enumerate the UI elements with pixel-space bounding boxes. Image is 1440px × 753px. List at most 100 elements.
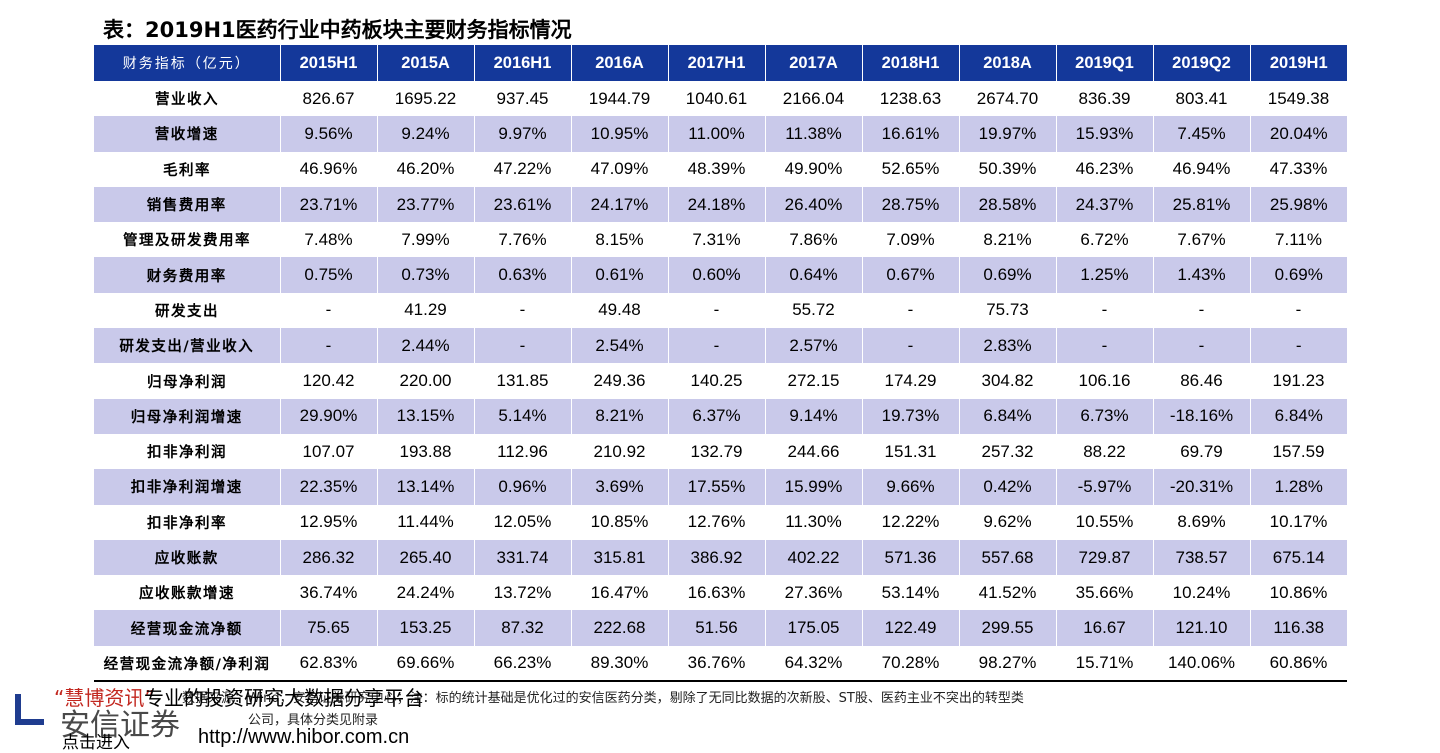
header-period: 2017A xyxy=(765,45,863,81)
table-cell: 13.72% xyxy=(493,582,552,602)
table-cell: 10.86% xyxy=(1269,582,1328,602)
table-row: 研发支出/营业收入 -2.44% -2.54% -2.57% -2.83% - - - xyxy=(94,328,1347,364)
row-label: 扣非净利润增速 xyxy=(94,469,280,505)
header-period: 2019Q2 xyxy=(1153,45,1251,81)
table-cell: 7.09% xyxy=(886,229,935,249)
table-cell: 157.59 xyxy=(1272,441,1325,461)
table-cell: 46.23% xyxy=(1075,159,1134,179)
table-cell: 16.47% xyxy=(590,582,649,602)
table-cell: 191.23 xyxy=(1272,371,1325,391)
watermark-url-link[interactable]: http://www.hibor.com.cn xyxy=(198,726,410,748)
table-cell: 210.92 xyxy=(593,441,646,461)
table-cell: 2.57% xyxy=(764,328,862,364)
table-cell: 6.84% xyxy=(1249,398,1347,434)
table-cell: 22.35% xyxy=(279,469,377,505)
table-cell: - xyxy=(279,328,377,364)
row-label: 应收账款 xyxy=(94,539,280,576)
table-cell: 6.73% xyxy=(1055,398,1153,434)
table-cell: 9.97% xyxy=(473,116,571,152)
table-cell: 46.94% xyxy=(1172,159,1231,179)
table-cell: 7.76% xyxy=(498,229,547,249)
table-cell: 1549.38 xyxy=(1267,88,1330,108)
table-cell: 2.54% xyxy=(570,328,668,364)
table-cell: 304.82 xyxy=(981,371,1034,391)
table-cell: -5.97% xyxy=(1055,469,1153,505)
table-cell: 47.09% xyxy=(590,159,649,179)
table-cell: - xyxy=(325,300,332,320)
table-cell: 12.95% xyxy=(299,512,358,532)
table-cell: - xyxy=(1055,328,1153,364)
source-note-line2: 公司，具体分类见附录 xyxy=(248,713,379,728)
table-cell: 1238.63 xyxy=(879,88,942,108)
table-cell: 140.06% xyxy=(1167,653,1236,673)
table-cell: 257.32 xyxy=(981,441,1034,461)
source-note: 数据来源：Wind，安信证券研究中心；注：标的统计基础是优化过的安信医药分类，剔… xyxy=(182,688,1382,732)
header-period: 2017H1 xyxy=(668,45,766,81)
table-cell: 265.40 xyxy=(376,539,474,576)
table-cell: 121.10 xyxy=(1152,610,1250,646)
table-cell: 6.72% xyxy=(1080,229,1129,249)
table-cell: 23.61% xyxy=(473,186,571,223)
watermark-click-link[interactable]: 点击进入 xyxy=(62,733,130,753)
table-row: 财务费用率 0.75% 0.73% 0.63% 0.61% 0.60% 0.64% 0.67%… xyxy=(94,257,1347,293)
table-cell: 13.15% xyxy=(376,398,474,434)
table-cell: 25.81% xyxy=(1152,186,1250,223)
table-row: 经营现金流净额 75.65 153.25 87.32 222.68 51.56 175.05… xyxy=(94,610,1347,646)
table-cell: 0.69% xyxy=(958,257,1056,293)
row-label: 扣非净利率 xyxy=(147,515,227,532)
table-cell: 11.00% xyxy=(667,116,765,152)
table-cell: 10.24% xyxy=(1172,582,1231,602)
table-cell: 7.31% xyxy=(692,229,741,249)
table-cell: 24.37% xyxy=(1055,186,1153,223)
table-cell: 175.05 xyxy=(764,610,862,646)
table-cell: 299.55 xyxy=(958,610,1056,646)
header-period: 2016A xyxy=(571,45,669,81)
table-cell: - xyxy=(1249,328,1347,364)
table-cell: 571.36 xyxy=(861,539,959,576)
row-label: 毛利率 xyxy=(163,162,211,179)
table-cell: 87.32 xyxy=(473,610,571,646)
row-label: 研发支出/营业收入 xyxy=(94,328,280,364)
header-period: 2018H1 xyxy=(862,45,960,81)
hibor-logo-icon xyxy=(15,694,44,725)
table-cell: 64.32% xyxy=(784,653,843,673)
table-cell: 0.63% xyxy=(473,257,571,293)
table-cell: 28.75% xyxy=(861,186,959,223)
watermark-agency: 安信证券 xyxy=(60,708,180,743)
table-cell: 315.81 xyxy=(570,539,668,576)
table-cell: 244.66 xyxy=(787,441,840,461)
table-cell: 0.60% xyxy=(667,257,765,293)
table-cell: 8.21% xyxy=(983,229,1032,249)
header-period: 2018A xyxy=(959,45,1057,81)
table-cell: 69.66% xyxy=(396,653,455,673)
table-cell: 66.23% xyxy=(493,653,552,673)
table-cell: 7.86% xyxy=(789,229,838,249)
table-cell: 729.87 xyxy=(1055,539,1153,576)
header-period: 2015H1 xyxy=(280,45,378,81)
table-cell: 7.11% xyxy=(1275,229,1322,249)
table-cell: 174.29 xyxy=(884,371,937,391)
table-cell: 23.77% xyxy=(376,186,474,223)
table-cell: 46.96% xyxy=(299,159,358,179)
table-cell: 5.14% xyxy=(473,398,571,434)
table-row: 营收增速 9.56% 9.24% 9.97% 10.95% 11.00% 11.38% 16.… xyxy=(94,116,1347,152)
table-cell: 9.14% xyxy=(764,398,862,434)
table-cell: 193.88 xyxy=(399,441,452,461)
table-cell: - xyxy=(1198,300,1205,320)
header-period: 2019H1 xyxy=(1250,45,1347,81)
table-cell: 12.76% xyxy=(687,512,746,532)
table-cell: 0.75% xyxy=(279,257,377,293)
row-label: 营收增速 xyxy=(94,116,280,152)
table-cell: - xyxy=(861,328,959,364)
table-cell: 9.62% xyxy=(983,512,1032,532)
table-cell: 98.27% xyxy=(978,653,1037,673)
header-period: 2016H1 xyxy=(474,45,572,81)
table-cell: 8.69% xyxy=(1177,512,1226,532)
table-cell: 2.44% xyxy=(376,328,474,364)
table-cell: 2.83% xyxy=(958,328,1056,364)
row-label: 营业收入 xyxy=(155,92,219,109)
table-cell: 60.86% xyxy=(1269,653,1328,673)
table-cell: 48.39% xyxy=(687,159,746,179)
table-cell: 112.96 xyxy=(497,441,548,461)
table-cell: 8.15% xyxy=(595,229,644,249)
